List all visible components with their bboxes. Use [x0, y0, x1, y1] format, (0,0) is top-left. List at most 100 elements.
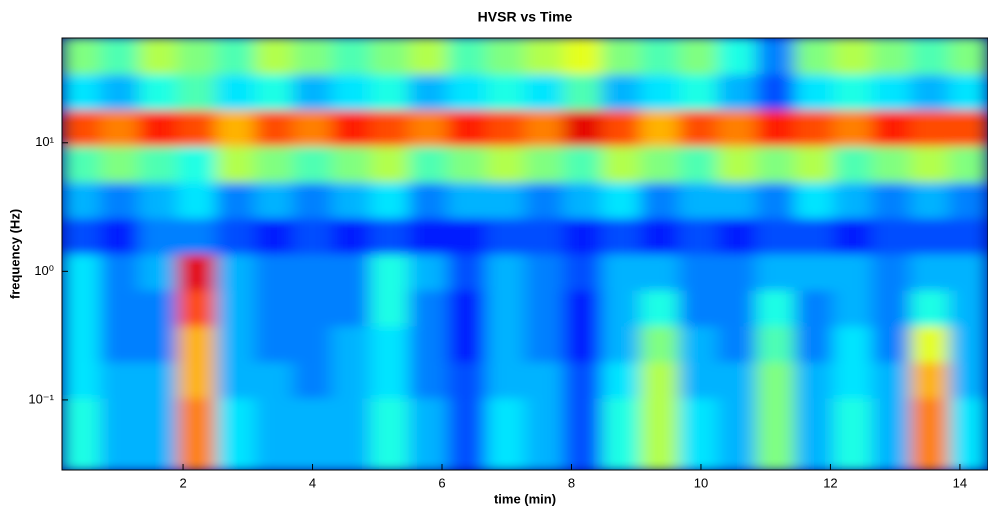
- heatmap-cell: [871, 38, 912, 75]
- heatmap-cell: [408, 145, 449, 183]
- heatmap-cell: [254, 325, 294, 363]
- heatmap-cell: [948, 181, 988, 219]
- heatmap-cell: [177, 109, 217, 147]
- heatmap-cell: [408, 289, 449, 327]
- heatmap-cell: [215, 325, 256, 363]
- heatmap-cell: [215, 397, 256, 435]
- heatmap-cell: [293, 109, 333, 147]
- heatmap-cell: [62, 397, 102, 435]
- heatmap-cell: [524, 73, 565, 111]
- heatmap-cell: [370, 289, 410, 327]
- heatmap-cell: [62, 253, 102, 291]
- heatmap-cell: [485, 289, 526, 327]
- heatmap-cell: [717, 73, 757, 111]
- heatmap-cell: [215, 145, 256, 183]
- heatmap-cell: [177, 181, 217, 219]
- heatmap-cell: [485, 73, 526, 111]
- heatmap-cell: [756, 145, 796, 183]
- heatmap-cell: [910, 38, 950, 75]
- heatmap-cell: [756, 109, 796, 147]
- heatmap-cell: [408, 433, 449, 470]
- heatmap-cell: [794, 325, 835, 363]
- heatmap-cell: [833, 433, 873, 470]
- heatmap-cell: [794, 73, 835, 111]
- heatmap-cell: [563, 38, 603, 75]
- heatmap-cell: [794, 217, 835, 255]
- heatmap: [62, 38, 988, 470]
- heatmap-cell: [293, 145, 333, 183]
- heatmap-cell: [717, 109, 757, 147]
- heatmap-cell: [601, 325, 642, 363]
- heatmap-cell: [215, 289, 256, 327]
- heatmap-cell: [948, 361, 988, 399]
- heatmap-cell: [447, 325, 487, 363]
- heatmap-cell: [794, 109, 835, 147]
- heatmap-cell: [447, 361, 487, 399]
- heatmap-cell: [370, 217, 410, 255]
- heatmap-cell: [601, 361, 642, 399]
- heatmap-cell: [717, 181, 757, 219]
- heatmap-cell: [678, 109, 719, 147]
- heatmap-cell: [293, 397, 333, 435]
- heatmap-cell: [447, 289, 487, 327]
- heatmap-cell: [293, 325, 333, 363]
- heatmap-cell: [138, 253, 179, 291]
- heatmap-cell: [563, 433, 603, 470]
- heatmap-cell: [138, 433, 179, 470]
- heatmap-cell: [678, 217, 719, 255]
- heatmap-cell: [833, 145, 873, 183]
- heatmap-cell: [640, 109, 680, 147]
- heatmap-cell: [485, 145, 526, 183]
- heatmap-cell: [254, 109, 294, 147]
- heatmap-cell: [717, 289, 757, 327]
- heatmap-cell: [447, 181, 487, 219]
- heatmap-cell: [794, 253, 835, 291]
- y-axis-label: frequency (Hz): [7, 209, 22, 299]
- heatmap-cell: [215, 73, 256, 111]
- heatmap-cell: [601, 253, 642, 291]
- heatmap-cell: [485, 253, 526, 291]
- heatmap-cell: [177, 289, 217, 327]
- heatmap-cell: [408, 181, 449, 219]
- heatmap-cell: [293, 361, 333, 399]
- heatmap-cell: [678, 73, 719, 111]
- heatmap-cell: [948, 289, 988, 327]
- heatmap-cell: [254, 73, 294, 111]
- heatmap-cell: [717, 397, 757, 435]
- heatmap-cell: [640, 73, 680, 111]
- heatmap-cell: [833, 217, 873, 255]
- heatmap-cell: [524, 253, 565, 291]
- heatmap-cell: [563, 181, 603, 219]
- heatmap-cell: [910, 289, 950, 327]
- heatmap-cell: [215, 38, 256, 75]
- heatmap-cell: [794, 181, 835, 219]
- heatmap-cell: [447, 217, 487, 255]
- heatmap-cell: [871, 109, 912, 147]
- heatmap-cell: [293, 181, 333, 219]
- heatmap-cell: [640, 397, 680, 435]
- heatmap-cell: [331, 325, 372, 363]
- heatmap-cell: [138, 397, 179, 435]
- heatmap-cell: [910, 433, 950, 470]
- heatmap-cell: [485, 38, 526, 75]
- axes: 2 4 6 8 10 12 14 10⁻¹ 10⁰ 10¹: [28, 37, 988, 490]
- heatmap-cell: [678, 181, 719, 219]
- heatmap-cell: [370, 145, 410, 183]
- heatmap-cell: [62, 38, 102, 75]
- heatmap-cell: [485, 361, 526, 399]
- heatmap-cell: [717, 217, 757, 255]
- heatmap-cell: [640, 145, 680, 183]
- heatmap-cell: [563, 109, 603, 147]
- heatmap-cell: [408, 397, 449, 435]
- heatmap-cell: [833, 289, 873, 327]
- heatmap-cell: [524, 397, 565, 435]
- heatmap-cell: [485, 433, 526, 470]
- heatmap-cell: [254, 181, 294, 219]
- heatmap-cell: [293, 289, 333, 327]
- heatmap-cell: [254, 433, 294, 470]
- heatmap-cell: [293, 38, 333, 75]
- heatmap-cell: [485, 181, 526, 219]
- heatmap-cell: [640, 325, 680, 363]
- heatmap-cell: [138, 217, 179, 255]
- heatmap-cell: [62, 217, 102, 255]
